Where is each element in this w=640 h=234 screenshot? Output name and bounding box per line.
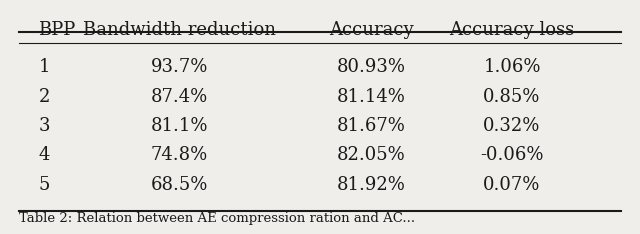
Text: 87.4%: 87.4% <box>150 88 208 106</box>
Text: 4: 4 <box>38 146 50 164</box>
Text: 0.85%: 0.85% <box>483 88 541 106</box>
Text: 3: 3 <box>38 117 50 135</box>
Text: -0.06%: -0.06% <box>480 146 544 164</box>
Text: 1: 1 <box>38 58 50 77</box>
Text: 1.06%: 1.06% <box>483 58 541 77</box>
Text: Table 2: Relation between AE compression ration and AC...: Table 2: Relation between AE compression… <box>19 212 415 225</box>
Text: Accuracy loss: Accuracy loss <box>449 21 575 39</box>
Text: BPP: BPP <box>38 21 76 39</box>
Text: 81.92%: 81.92% <box>337 176 406 194</box>
Text: 80.93%: 80.93% <box>337 58 406 77</box>
Text: 2: 2 <box>38 88 50 106</box>
Text: 82.05%: 82.05% <box>337 146 406 164</box>
Text: 81.67%: 81.67% <box>337 117 406 135</box>
Text: 74.8%: 74.8% <box>150 146 208 164</box>
Text: 0.32%: 0.32% <box>483 117 541 135</box>
Text: 81.14%: 81.14% <box>337 88 406 106</box>
Text: Bandwidth reduction: Bandwidth reduction <box>83 21 276 39</box>
Text: 68.5%: 68.5% <box>150 176 208 194</box>
Text: 0.07%: 0.07% <box>483 176 541 194</box>
Text: Accuracy: Accuracy <box>329 21 413 39</box>
Text: 81.1%: 81.1% <box>150 117 208 135</box>
Text: 93.7%: 93.7% <box>150 58 208 77</box>
Text: 5: 5 <box>38 176 50 194</box>
